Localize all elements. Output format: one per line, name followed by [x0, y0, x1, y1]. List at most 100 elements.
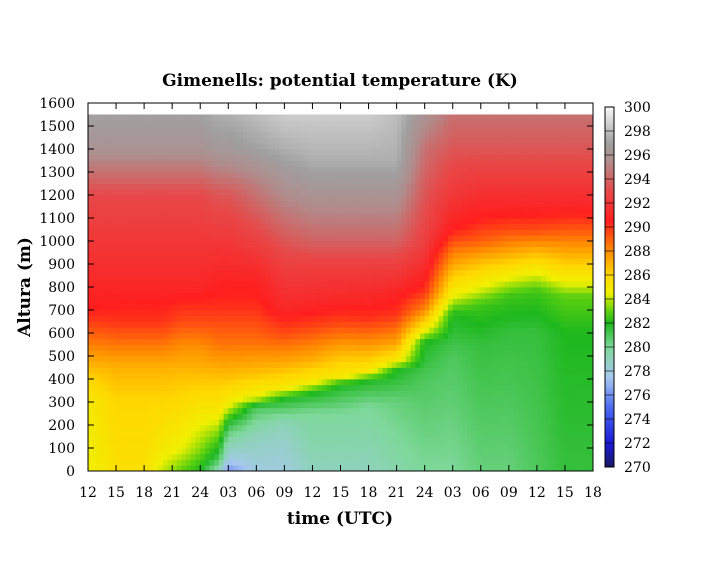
heatmap-cell — [345, 436, 351, 443]
heatmap-cell — [424, 275, 430, 282]
heatmap-cell — [162, 195, 168, 202]
heatmap-cell — [195, 310, 201, 317]
heatmap-cells — [88, 114, 594, 472]
heatmap-cell — [321, 131, 327, 138]
heatmap-cell — [167, 292, 173, 299]
heatmap-cell — [405, 269, 412, 276]
heatmap-cell — [382, 154, 388, 161]
heatmap-cell — [158, 264, 164, 271]
heatmap-cell — [237, 304, 243, 311]
heatmap-cell — [214, 258, 220, 265]
heatmap-cell — [438, 258, 444, 265]
heatmap-cell — [237, 120, 243, 127]
heatmap-cell — [424, 264, 430, 271]
heatmap-cell — [148, 264, 154, 271]
heatmap-cell — [368, 206, 374, 213]
heatmap-cell — [401, 246, 407, 253]
heatmap-cell — [111, 419, 117, 426]
heatmap-cell — [162, 425, 168, 432]
heatmap-cell — [200, 218, 206, 225]
heatmap-cell — [237, 252, 243, 259]
heatmap-cell — [167, 356, 173, 363]
heatmap-cell — [111, 361, 117, 368]
heatmap-cell — [405, 384, 412, 391]
heatmap-cell — [195, 172, 201, 179]
heatmap-cell — [368, 430, 374, 437]
heatmap-cell — [200, 137, 206, 144]
heatmap-cell — [321, 195, 327, 202]
heatmap-cell — [256, 160, 262, 167]
heatmap-cell — [153, 453, 159, 460]
heatmap-cell — [275, 379, 281, 386]
heatmap-cell — [256, 396, 262, 403]
heatmap-cell — [125, 114, 131, 121]
heatmap-cell — [139, 436, 145, 443]
heatmap-cell — [382, 402, 388, 409]
heatmap-cell — [204, 252, 210, 259]
heatmap-cell — [265, 264, 271, 271]
heatmap-cell — [391, 344, 398, 351]
heatmap-cell — [396, 252, 402, 259]
heatmap-cell — [256, 442, 262, 449]
heatmap-cell — [387, 333, 393, 340]
heatmap-cell — [317, 310, 323, 317]
heatmap-cell — [382, 149, 388, 156]
heatmap-cell — [373, 390, 379, 397]
heatmap-cell — [261, 200, 267, 207]
heatmap-cell — [349, 177, 355, 184]
heatmap-cell — [391, 275, 398, 282]
heatmap-cell — [345, 379, 351, 386]
heatmap-cell — [368, 252, 374, 259]
heatmap-cell — [345, 189, 351, 196]
heatmap-cell — [448, 396, 454, 403]
heatmap-cell — [162, 430, 168, 437]
heatmap-cell — [401, 333, 407, 340]
heatmap-cell — [405, 419, 412, 426]
heatmap-cell — [172, 453, 178, 460]
heatmap-cell — [321, 459, 327, 466]
heatmap-cell — [190, 367, 196, 374]
heatmap-cell — [289, 160, 295, 167]
heatmap-cell — [228, 304, 234, 311]
heatmap-cell — [232, 246, 239, 253]
heatmap-cell — [256, 246, 262, 253]
heatmap-cell — [237, 154, 243, 161]
heatmap-cell — [359, 281, 365, 288]
heatmap-cell — [214, 241, 220, 248]
heatmap-cell — [307, 396, 313, 403]
heatmap-cell — [373, 321, 379, 328]
heatmap-cell — [88, 304, 94, 311]
heatmap-cell — [139, 442, 145, 449]
heatmap-cell — [88, 206, 94, 213]
heatmap-cell — [452, 281, 458, 288]
heatmap-cell — [130, 333, 136, 340]
heatmap-cell — [424, 333, 430, 340]
heatmap-cell — [176, 361, 182, 368]
heatmap-cell — [88, 425, 94, 432]
heatmap-cell — [223, 396, 229, 403]
heatmap-cell — [289, 241, 295, 248]
heatmap-cell — [251, 413, 257, 420]
heatmap-cell — [92, 172, 98, 179]
heatmap-cell — [391, 137, 398, 144]
heatmap-cell — [382, 390, 388, 397]
heatmap-cell — [415, 172, 421, 179]
heatmap-cell — [405, 379, 412, 386]
heatmap-cell — [312, 356, 318, 363]
heatmap-cell — [396, 160, 402, 167]
heatmap-cell — [246, 246, 253, 253]
heatmap-cell — [443, 281, 449, 288]
heatmap-cell — [434, 448, 440, 455]
heatmap-cell — [382, 218, 388, 225]
heatmap-cell — [102, 367, 108, 374]
heatmap-cell — [345, 465, 351, 472]
heatmap-cell — [214, 304, 220, 311]
heatmap-cell — [139, 149, 145, 156]
heatmap-cell — [354, 453, 360, 460]
heatmap-cell — [111, 229, 117, 236]
heatmap-cell — [111, 195, 117, 202]
heatmap-cell — [144, 206, 150, 213]
heatmap-cell — [373, 315, 379, 322]
heatmap-cell — [176, 292, 182, 299]
heatmap-cell — [218, 143, 225, 150]
